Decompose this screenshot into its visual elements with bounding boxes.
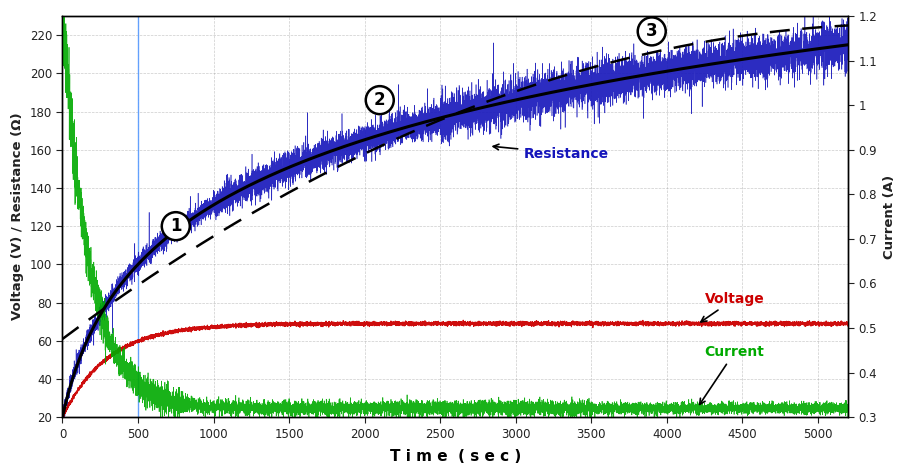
Text: Resistance: Resistance [493,144,609,161]
Text: Voltage: Voltage [701,292,765,322]
Y-axis label: Voltage (V) / Resistance (Ω): Voltage (V) / Resistance (Ω) [11,113,24,321]
Text: 3: 3 [646,22,658,40]
Text: 2: 2 [374,91,385,109]
X-axis label: T i m e  ( s e c ): T i m e ( s e c ) [390,449,521,464]
Text: 1: 1 [170,217,181,235]
Text: Current: Current [699,345,765,404]
Y-axis label: Current (A): Current (A) [883,175,896,259]
